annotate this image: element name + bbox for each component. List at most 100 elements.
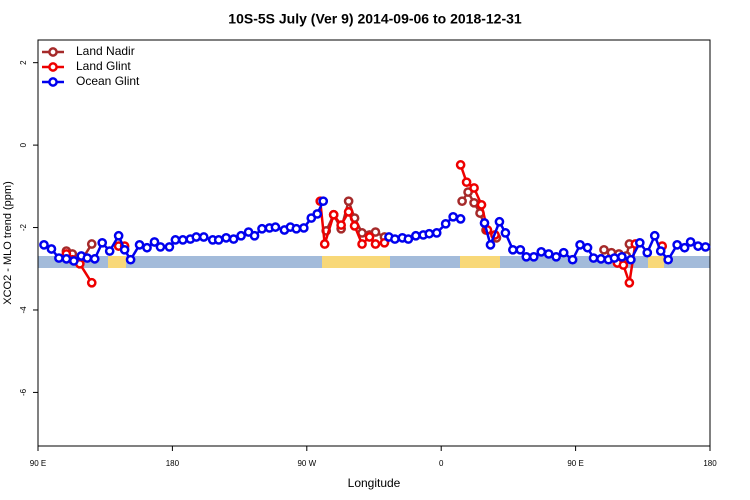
data-point bbox=[479, 218, 490, 228]
data-point bbox=[328, 209, 339, 220]
data-point bbox=[370, 239, 381, 249]
data-point bbox=[349, 221, 360, 231]
data-point bbox=[410, 230, 421, 241]
data-point bbox=[617, 251, 627, 262]
data-point bbox=[500, 228, 511, 238]
data-point bbox=[343, 196, 354, 207]
y-axis-label: XCO2 - MLO trend (ppm) bbox=[2, 181, 14, 304]
data-point bbox=[291, 223, 302, 234]
land-strip bbox=[460, 256, 500, 268]
land-strip bbox=[322, 256, 390, 268]
data-point bbox=[370, 227, 381, 237]
data-point bbox=[469, 197, 479, 208]
data-point bbox=[575, 240, 585, 250]
y-tick-label: -2 bbox=[19, 223, 28, 231]
data-point bbox=[679, 242, 690, 253]
legend-marker bbox=[48, 62, 58, 72]
data-point bbox=[634, 237, 645, 248]
data-point bbox=[319, 239, 330, 249]
data-point bbox=[461, 177, 472, 188]
data-point bbox=[86, 277, 97, 288]
data-point bbox=[582, 242, 593, 253]
data-point bbox=[588, 253, 599, 263]
data-point bbox=[457, 196, 467, 207]
data-point bbox=[649, 230, 660, 241]
data-point bbox=[431, 228, 442, 238]
data-point bbox=[642, 247, 653, 258]
data-point bbox=[54, 253, 64, 263]
data-point bbox=[155, 242, 166, 252]
data-point bbox=[672, 240, 682, 250]
data-point bbox=[551, 251, 562, 262]
series bbox=[39, 196, 711, 266]
x-tick-label: 90 W bbox=[297, 459, 316, 468]
data-point bbox=[494, 216, 505, 227]
data-point bbox=[508, 244, 518, 255]
series bbox=[63, 161, 666, 286]
data-point bbox=[89, 254, 100, 264]
data-point bbox=[364, 232, 375, 242]
data-point bbox=[119, 244, 130, 255]
data-point bbox=[298, 223, 309, 233]
x-tick-label: 90 E bbox=[567, 459, 583, 468]
land-strip bbox=[648, 256, 664, 268]
data-point bbox=[528, 251, 539, 262]
data-point bbox=[455, 214, 466, 224]
data-point bbox=[82, 253, 93, 263]
x-tick-label: 0 bbox=[439, 459, 444, 468]
chart-title: 10S-5S July (Ver 9) 2014-09-06 to 2018-1… bbox=[228, 11, 522, 27]
legend-entry: Land Glint bbox=[42, 59, 131, 73]
x-axis-label: Longitude bbox=[348, 476, 401, 490]
data-point bbox=[558, 247, 569, 258]
y-tick-label: 0 bbox=[19, 142, 28, 147]
legend-label: Land Nadir bbox=[76, 44, 135, 58]
data-point bbox=[198, 232, 209, 242]
data-point bbox=[485, 240, 496, 250]
data-point bbox=[178, 235, 188, 245]
legend-marker bbox=[48, 47, 58, 57]
data-point bbox=[68, 256, 79, 266]
y-tick-label: 2 bbox=[19, 60, 28, 65]
data-point bbox=[599, 244, 609, 255]
data-point bbox=[213, 235, 224, 245]
x-tick-label: 90 E bbox=[30, 459, 46, 468]
data-point bbox=[318, 196, 329, 207]
data-point bbox=[424, 228, 435, 239]
data-point bbox=[663, 254, 674, 265]
land-ocean-strip bbox=[38, 256, 710, 268]
data-point bbox=[357, 239, 367, 249]
data-point bbox=[86, 239, 97, 249]
data-point bbox=[655, 246, 666, 256]
data-point bbox=[521, 251, 532, 262]
plot-frame bbox=[37, 39, 711, 447]
data-point bbox=[543, 249, 554, 259]
data-point bbox=[170, 235, 181, 245]
data-point bbox=[39, 240, 49, 250]
legend-marker bbox=[48, 77, 58, 87]
data-point bbox=[515, 244, 526, 255]
data-point bbox=[164, 242, 175, 252]
data-point bbox=[104, 246, 115, 256]
legend-label: Ocean Glint bbox=[76, 74, 140, 88]
legend-entry: Land Nadir bbox=[42, 44, 135, 58]
data-point bbox=[142, 242, 152, 253]
data-point bbox=[390, 234, 400, 244]
y-tick-label: -4 bbox=[19, 306, 28, 314]
data-point bbox=[312, 209, 323, 219]
data-point bbox=[567, 254, 578, 265]
data-point bbox=[257, 223, 267, 234]
data-point bbox=[455, 160, 466, 170]
data-point bbox=[97, 237, 108, 248]
land-strip bbox=[108, 256, 126, 268]
data-point bbox=[46, 244, 57, 254]
data-point bbox=[693, 241, 703, 251]
data-point bbox=[270, 222, 281, 232]
data-point bbox=[221, 232, 232, 243]
data-point bbox=[336, 220, 346, 230]
data-point bbox=[149, 237, 160, 247]
data-point bbox=[236, 230, 246, 241]
data-point bbox=[61, 254, 72, 264]
data-point bbox=[609, 253, 620, 263]
data-point bbox=[125, 254, 136, 265]
